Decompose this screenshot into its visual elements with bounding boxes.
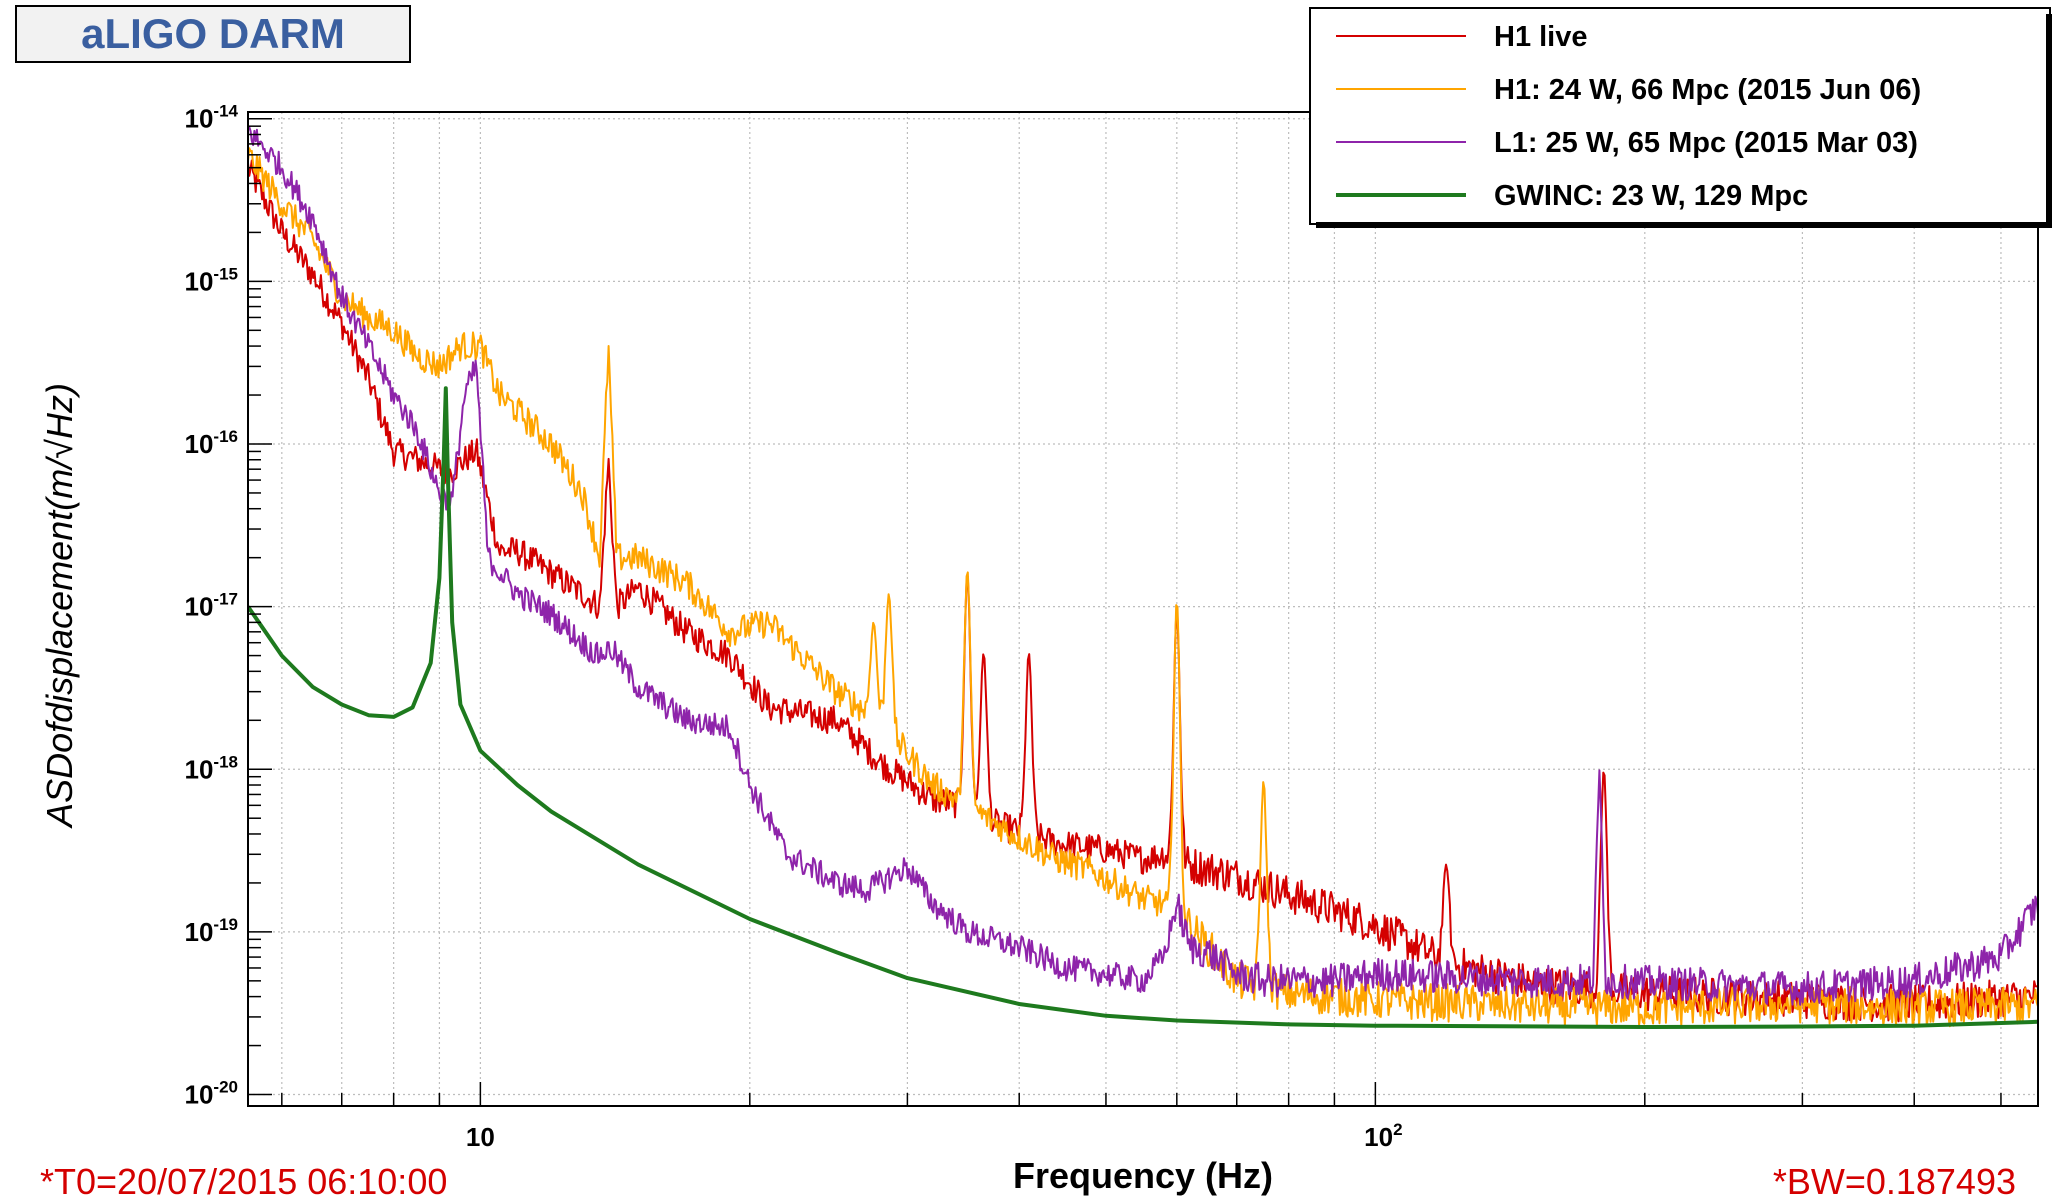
series-line-3: [248, 386, 2038, 1029]
y-tick-label: 10-20: [185, 1078, 239, 1110]
grid: [248, 112, 2038, 1106]
x-tick-label: 102: [1364, 1120, 1402, 1152]
legend: H1 live H1: 24 W, 66 Mpc (2015 Jun 06) L1:…: [1309, 7, 2052, 228]
legend-label: H1 live: [1494, 21, 1588, 53]
y-tick-label: 10-17: [185, 590, 239, 622]
legend-label: L1: 25 W, 65 Mpc (2015 Mar 03): [1494, 127, 1918, 159]
series-line-2: [248, 125, 2038, 1006]
y-tick-label: 10-14: [185, 102, 239, 134]
series-layer: [248, 125, 2038, 1029]
y-tick-label: 10-15: [185, 264, 239, 296]
axis-ticks: 10 102 10-14 10-15 10-16 10-17 10-18 10-19 10-20: [185, 102, 2002, 1152]
series-line-0: [248, 159, 2038, 1023]
t0-label: *T0=20/07/2015 06:10:00: [40, 1161, 447, 1202]
legend-box: [1309, 7, 2051, 225]
x-tick-label: 10: [466, 1122, 495, 1152]
y-tick-label: 10-18: [185, 752, 239, 784]
x-axis-title: Frequency (Hz): [1013, 1155, 1273, 1196]
legend-label: GWINC: 23 W, 129 Mpc: [1494, 180, 1808, 212]
legend-shadow: [2046, 14, 2052, 228]
y-axis-title: ASDofdisplacement(m/√Hz): [39, 383, 80, 829]
chart-title: aLIGO DARM: [81, 10, 345, 57]
y-tick-label: 10-19: [185, 915, 239, 947]
bw-label: *BW=0.187493: [1773, 1161, 2016, 1202]
legend-label: H1: 24 W, 66 Mpc (2015 Jun 06): [1494, 74, 1921, 106]
y-tick-label: 10-16: [185, 427, 239, 459]
legend-shadow: [1316, 222, 2052, 228]
title-box: aLIGO DARM: [15, 5, 411, 63]
series-line-1: [248, 147, 2038, 1028]
plot-frame: [247, 111, 2039, 1107]
